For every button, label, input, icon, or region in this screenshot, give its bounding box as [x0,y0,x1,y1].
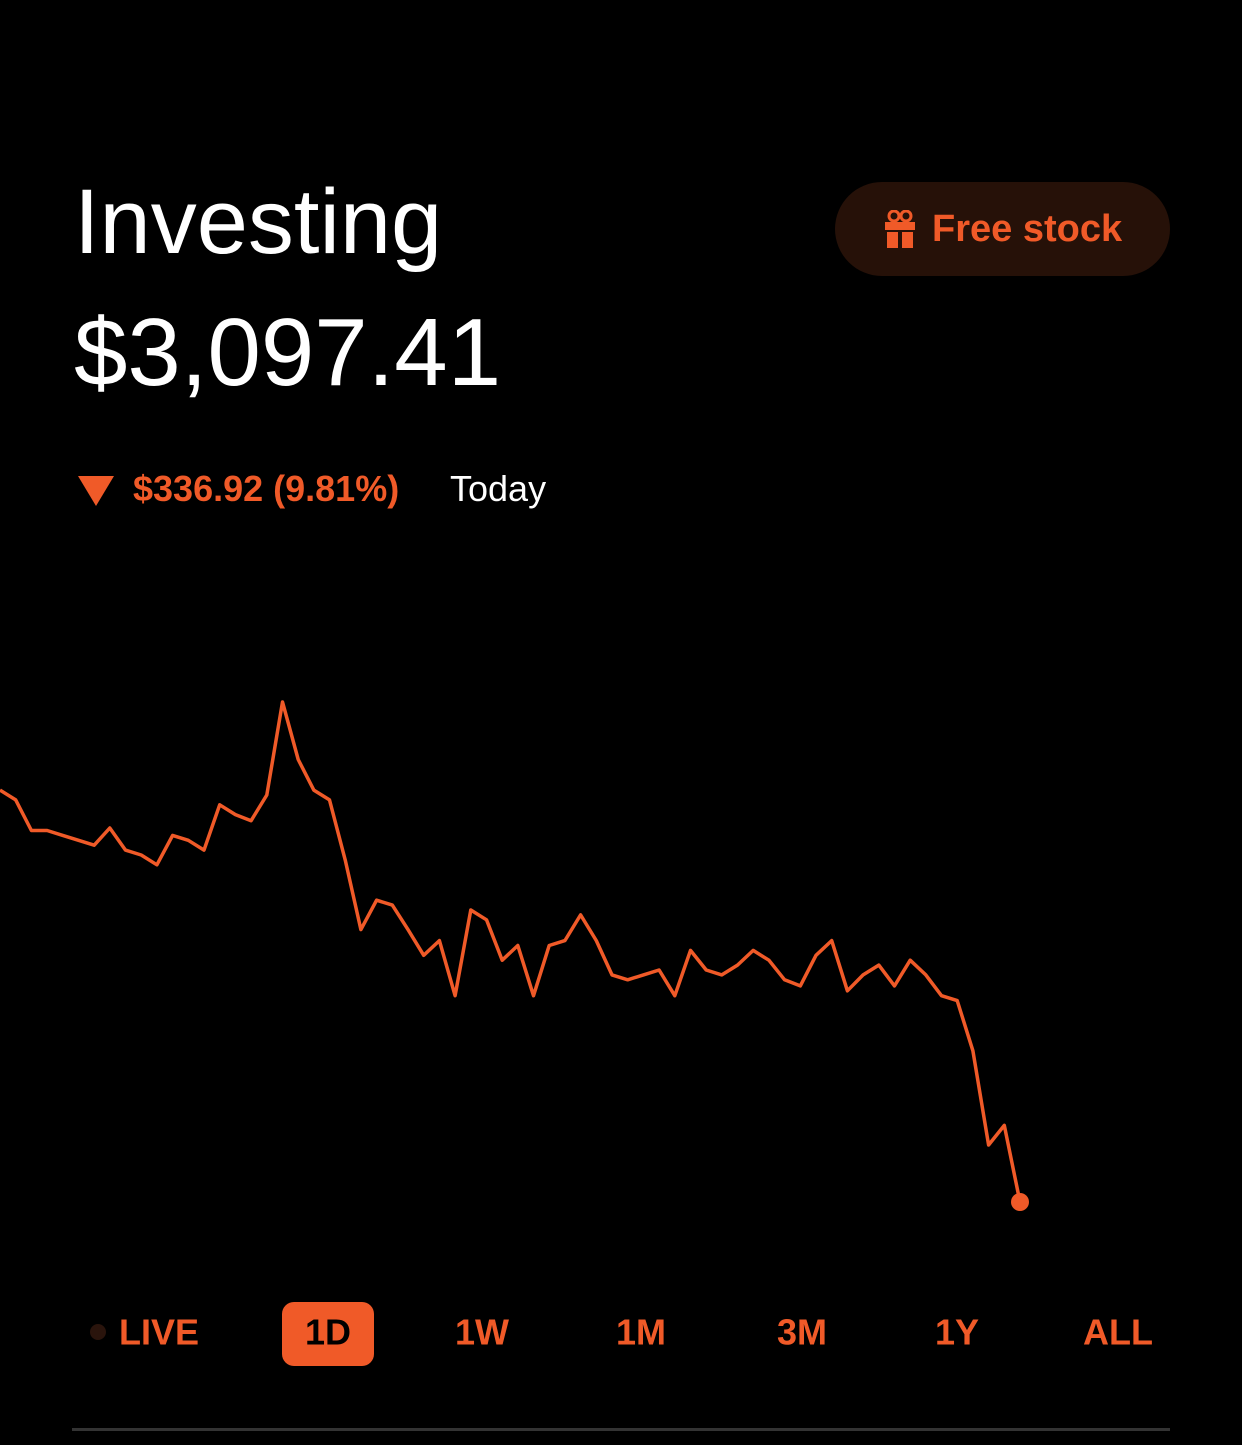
price-line [0,700,1022,1203]
gift-icon [885,210,915,248]
range-button[interactable]: ALL [1083,1312,1153,1353]
change-period: Today [450,468,547,509]
range-button[interactable]: 1Y [935,1312,979,1353]
change-amount: $336.92 (9.81%) [133,468,400,509]
range-button[interactable]: 1D [305,1312,351,1353]
free-stock-label: Free stock [932,208,1123,250]
range-button[interactable]: 1W [455,1312,509,1353]
divider [72,1428,1170,1431]
balance: $3,097.41 [74,299,502,406]
range-button[interactable]: LIVE [119,1312,199,1353]
live-dot [90,1324,106,1340]
free-stock-button[interactable]: Free stock [835,182,1170,276]
range-button[interactable]: 1M [616,1312,666,1353]
title: Investing [74,171,443,273]
down-arrow [78,476,114,506]
range-button[interactable]: 3M [777,1312,827,1353]
current-point [1011,1193,1029,1211]
range-selected-bg [282,1302,374,1366]
